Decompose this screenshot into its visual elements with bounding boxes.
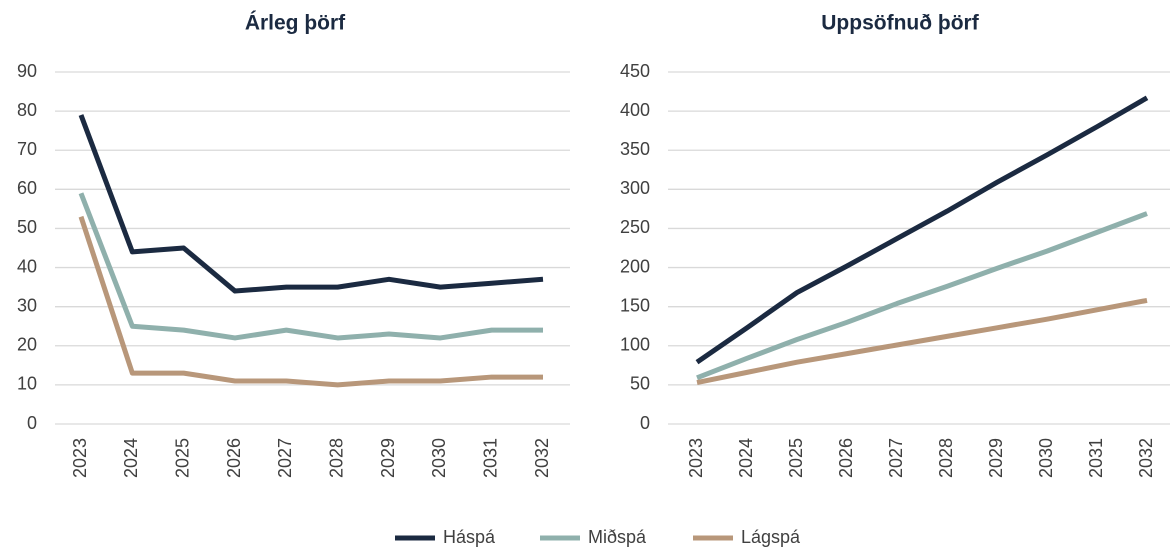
x-tick-label: 2029	[986, 438, 1006, 478]
y-tick-label: 100	[620, 335, 650, 355]
x-tick-label: 2025	[786, 438, 806, 478]
y-tick-label: 40	[17, 256, 37, 276]
y-tick-label: 450	[620, 61, 650, 81]
x-tick-label: 2023	[70, 438, 90, 478]
y-tick-label: 250	[620, 217, 650, 237]
y-tick-label: 80	[17, 100, 37, 120]
y-tick-label: 10	[17, 374, 37, 394]
y-tick-label: 30	[17, 295, 37, 315]
legend-label: Miðspá	[588, 527, 647, 547]
y-tick-label: 0	[27, 413, 37, 433]
y-tick-label: 50	[630, 374, 650, 394]
line-series	[78, 192, 543, 341]
line-series	[696, 211, 1148, 381]
y-tick-label: 50	[17, 217, 37, 237]
line-series	[78, 215, 543, 388]
x-tick-label: 2026	[836, 438, 856, 478]
x-tick-label: 2029	[378, 438, 398, 478]
legend-label: Háspá	[443, 527, 496, 547]
x-tick-label: 2031	[1086, 438, 1106, 478]
x-tick-label: 2025	[172, 438, 192, 478]
y-tick-label: 90	[17, 61, 37, 81]
y-tick-label: 400	[620, 100, 650, 120]
y-tick-label: 150	[620, 295, 650, 315]
x-tick-label: 2024	[121, 438, 141, 478]
x-tick-label: 2032	[532, 438, 552, 478]
x-tick-label: 2026	[224, 438, 244, 478]
y-tick-label: 20	[17, 335, 37, 355]
x-tick-label: 2023	[686, 438, 706, 478]
x-tick-label: 2028	[326, 438, 346, 478]
line-series	[696, 297, 1148, 385]
x-tick-label: 2027	[275, 438, 295, 478]
chart-title: Árleg þörf	[245, 12, 346, 35]
line-series	[695, 95, 1149, 365]
x-tick-label: 2032	[1136, 438, 1156, 478]
x-tick-label: 2024	[736, 438, 756, 478]
chart-title: Uppsöfnuð þörf	[821, 12, 979, 35]
x-tick-label: 2030	[1036, 438, 1056, 478]
x-tick-label: 2028	[936, 438, 956, 478]
y-tick-label: 70	[17, 139, 37, 159]
x-tick-label: 2031	[480, 438, 500, 478]
legend-label: Lágspá	[741, 527, 801, 547]
y-tick-label: 60	[17, 178, 37, 198]
y-tick-label: 200	[620, 256, 650, 276]
line-series	[78, 114, 544, 294]
y-tick-label: 300	[620, 178, 650, 198]
y-tick-label: 350	[620, 139, 650, 159]
x-tick-label: 2030	[429, 438, 449, 478]
y-tick-label: 0	[640, 413, 650, 433]
x-tick-label: 2027	[886, 438, 906, 478]
